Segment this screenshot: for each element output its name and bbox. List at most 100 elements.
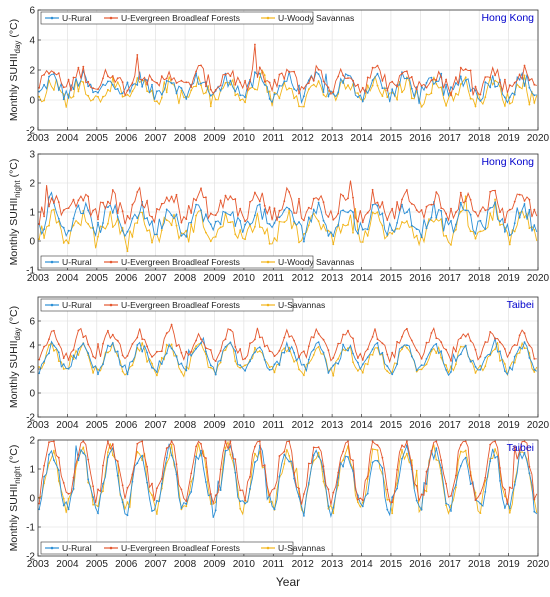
data-point <box>239 366 242 369</box>
data-point <box>165 456 168 459</box>
legend-label: U-Evergreen Broadleaf Forests <box>121 13 240 23</box>
data-point <box>234 233 237 236</box>
data-point <box>146 79 149 82</box>
data-point <box>523 74 526 77</box>
data-point <box>107 80 109 83</box>
data-point <box>494 348 496 351</box>
data-point <box>283 453 286 456</box>
data-point <box>38 502 41 505</box>
x-tick-label: 2019 <box>497 133 520 144</box>
data-point <box>307 358 310 361</box>
data-point <box>170 224 173 227</box>
data-point <box>258 346 261 349</box>
data-point <box>116 350 119 353</box>
data-point <box>48 205 50 208</box>
data-point <box>156 208 158 210</box>
data-point <box>249 201 251 203</box>
data-point <box>499 224 501 226</box>
data-point <box>53 349 55 352</box>
data-point <box>459 465 462 467</box>
data-point <box>57 360 60 362</box>
data-point <box>337 362 340 365</box>
data-point <box>180 508 183 511</box>
data-point <box>420 368 423 371</box>
data-point <box>352 470 354 472</box>
data-point <box>337 484 340 487</box>
data-point <box>293 472 295 474</box>
data-point <box>317 201 320 204</box>
data-point <box>62 357 65 359</box>
data-point <box>146 345 149 348</box>
data-point <box>430 348 433 351</box>
legend-item-forest: U-Evergreen Broadleaf Forests <box>104 543 240 553</box>
data-point <box>239 348 242 350</box>
data-point <box>494 79 496 82</box>
data-point <box>146 360 149 363</box>
data-point <box>175 224 178 227</box>
legend-label: U-Rural <box>62 543 92 553</box>
data-point <box>361 359 364 361</box>
legend-marker <box>109 303 113 307</box>
data-point <box>263 232 266 235</box>
x-tick-label: 2016 <box>409 273 432 284</box>
data-point <box>244 369 247 372</box>
data-point <box>406 346 408 349</box>
data-point <box>141 204 144 206</box>
series-points-rural <box>38 196 536 243</box>
data-point <box>484 365 487 368</box>
data-point <box>504 488 506 491</box>
data-point <box>288 350 291 353</box>
data-point <box>518 216 521 219</box>
data-point <box>391 229 394 232</box>
data-point <box>504 230 506 233</box>
y-axis-label-main: Monthly SUHII <box>8 53 20 121</box>
data-point <box>165 79 168 82</box>
data-point <box>62 363 65 366</box>
data-point <box>298 92 300 95</box>
data-point <box>288 87 291 90</box>
data-point <box>131 360 134 363</box>
data-point <box>366 492 369 495</box>
x-tick-label: 2013 <box>321 273 344 284</box>
data-point <box>484 476 487 479</box>
data-point <box>107 88 109 91</box>
data-point <box>293 477 295 480</box>
data-point <box>508 507 511 510</box>
data-point <box>455 228 457 231</box>
station-label: Taibei <box>507 442 534 454</box>
data-point <box>303 219 305 222</box>
x-tick-label: 2012 <box>292 273 315 284</box>
data-point <box>322 480 325 483</box>
data-point <box>121 229 124 232</box>
data-point <box>131 473 134 476</box>
data-point <box>283 221 286 224</box>
data-point <box>283 209 286 212</box>
data-point <box>62 98 65 101</box>
data-point <box>48 441 50 444</box>
data-point <box>484 76 487 78</box>
data-point <box>420 357 423 360</box>
data-point <box>254 225 256 228</box>
y-axis-label-unit: (°C) <box>8 159 20 181</box>
y-axis-label-main: Monthly SUHII <box>8 198 20 266</box>
data-point <box>205 91 207 94</box>
data-point <box>126 93 129 96</box>
data-point <box>401 198 403 201</box>
data-point <box>518 86 521 88</box>
y-tick-label: 0 <box>29 237 35 248</box>
data-point <box>317 346 320 348</box>
data-point <box>258 72 261 75</box>
legend-item-rural: U-Rural <box>45 257 92 267</box>
legend-box <box>40 298 294 312</box>
data-point <box>391 512 394 515</box>
x-tick-label: 2008 <box>174 420 197 431</box>
data-point <box>234 471 237 474</box>
data-point <box>342 82 344 84</box>
data-point <box>53 89 55 91</box>
data-point <box>175 355 178 358</box>
data-point <box>234 350 237 352</box>
data-point <box>435 337 438 340</box>
data-point <box>102 490 104 492</box>
legend-label: U-Evergreen Broadleaf Forests <box>121 543 240 553</box>
data-point <box>53 71 55 74</box>
